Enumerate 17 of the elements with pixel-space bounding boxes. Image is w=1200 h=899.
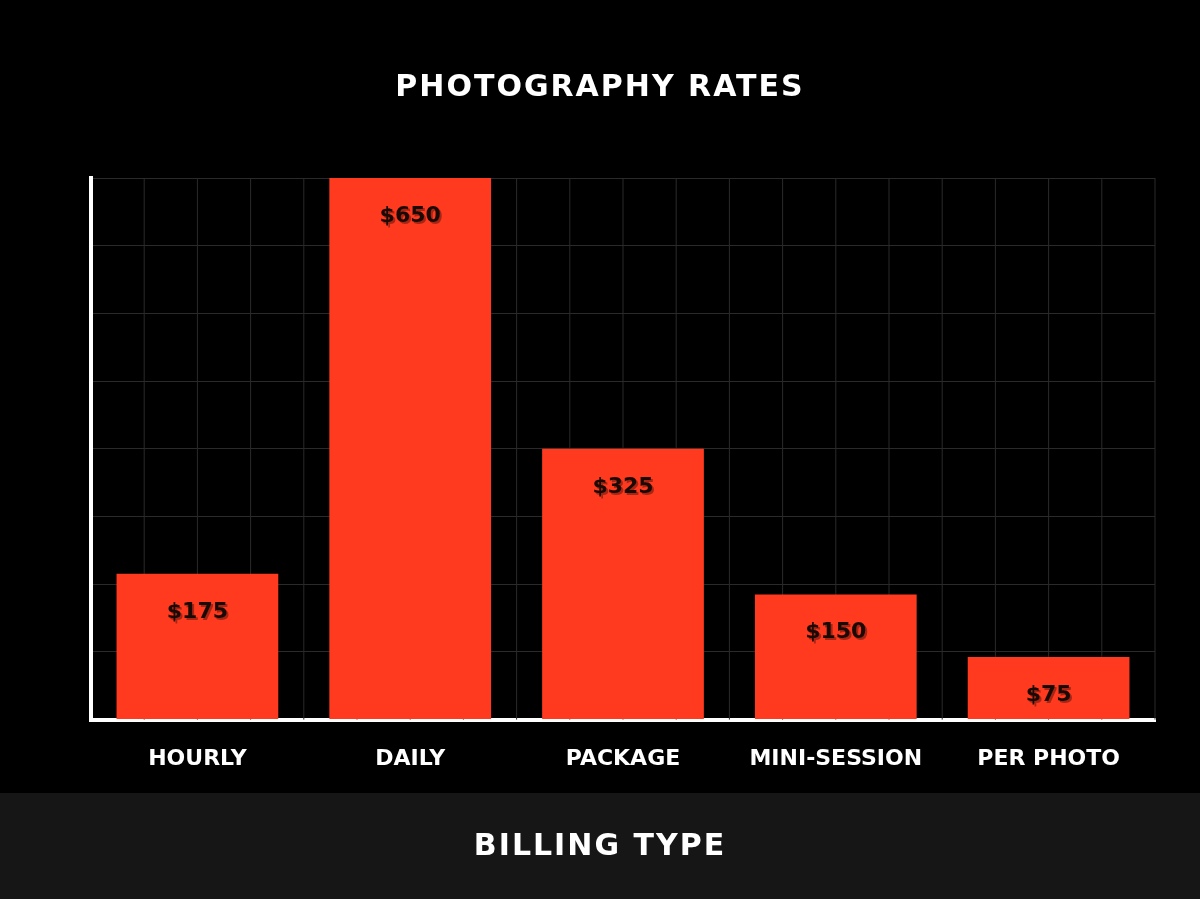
x-tick-label: DAILY [375,744,447,770]
data-label: $650 [379,201,441,227]
bar [116,573,279,720]
data-label: $325 [592,472,654,498]
x-tick-label: PACKAGE [565,744,681,770]
data-label: $175 [166,597,229,623]
bar [754,594,917,720]
data-label: $150 [805,618,867,644]
x-tick-label: MINI-SESSION [749,744,923,770]
x-tick-label: PER PHOTO [977,744,1120,770]
x-tick-label: HOURLY [148,744,248,770]
data-label: $75 [1025,680,1072,706]
bar [329,178,492,720]
bar [967,657,1130,720]
x-axis-title: BILLING TYPE [472,827,728,862]
chart-title: PHOTOGRAPHY RATES [394,68,806,103]
bar [542,448,704,720]
